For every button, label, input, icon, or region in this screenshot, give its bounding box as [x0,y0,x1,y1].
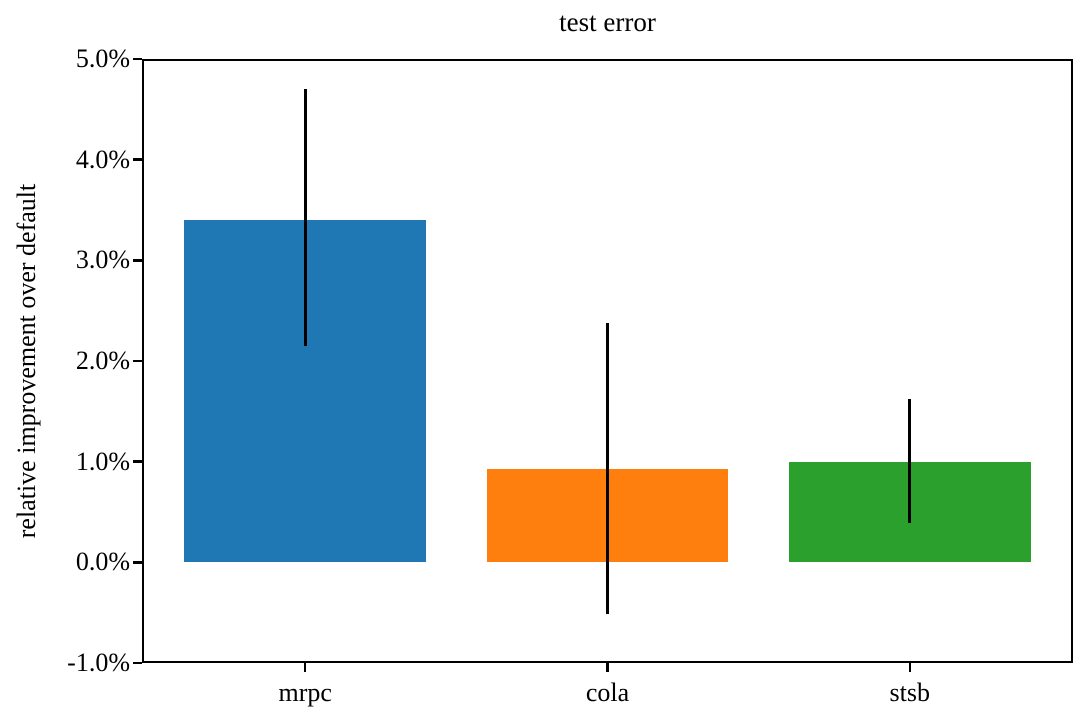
y-tick-mark-0.0% [133,561,142,564]
y-axis-label: relative improvement over default [12,183,41,539]
y-tick-mark--1.0% [133,661,142,665]
x-tick-label-mrpc: mrpc [278,678,332,707]
chart-title: test error [559,7,656,37]
error-bar-cola [606,322,609,614]
x-tick-mark-stsb [908,663,912,672]
y-tick-mark-3.0% [133,259,142,262]
x-tick-label-stsb: stsb [889,678,930,707]
x-tick-mark-mrpc [303,663,307,672]
x-tick-label-cola: cola [585,678,630,707]
y-tick-label: 3.0% [75,245,130,275]
y-tick-label: 5.0% [75,44,130,73]
error-bar-mrpc [303,89,307,346]
axes-frame [142,59,1073,663]
y-tick-mark-2.0% [133,359,142,363]
y-tick-label: 4.0% [75,144,130,174]
y-tick-label: 1.0% [75,446,130,476]
x-tick-mark-cola [606,663,609,672]
y-tick-mark-4.0% [133,158,142,161]
y-tick-mark-1.0% [133,460,142,463]
y-tick-label: -1.0% [67,648,130,677]
y-tick-mark-5.0% [133,57,142,61]
y-tick-label: 2.0% [75,346,130,375]
y-tick-label: 0.0% [75,547,130,577]
error-bar-stsb [908,399,912,524]
